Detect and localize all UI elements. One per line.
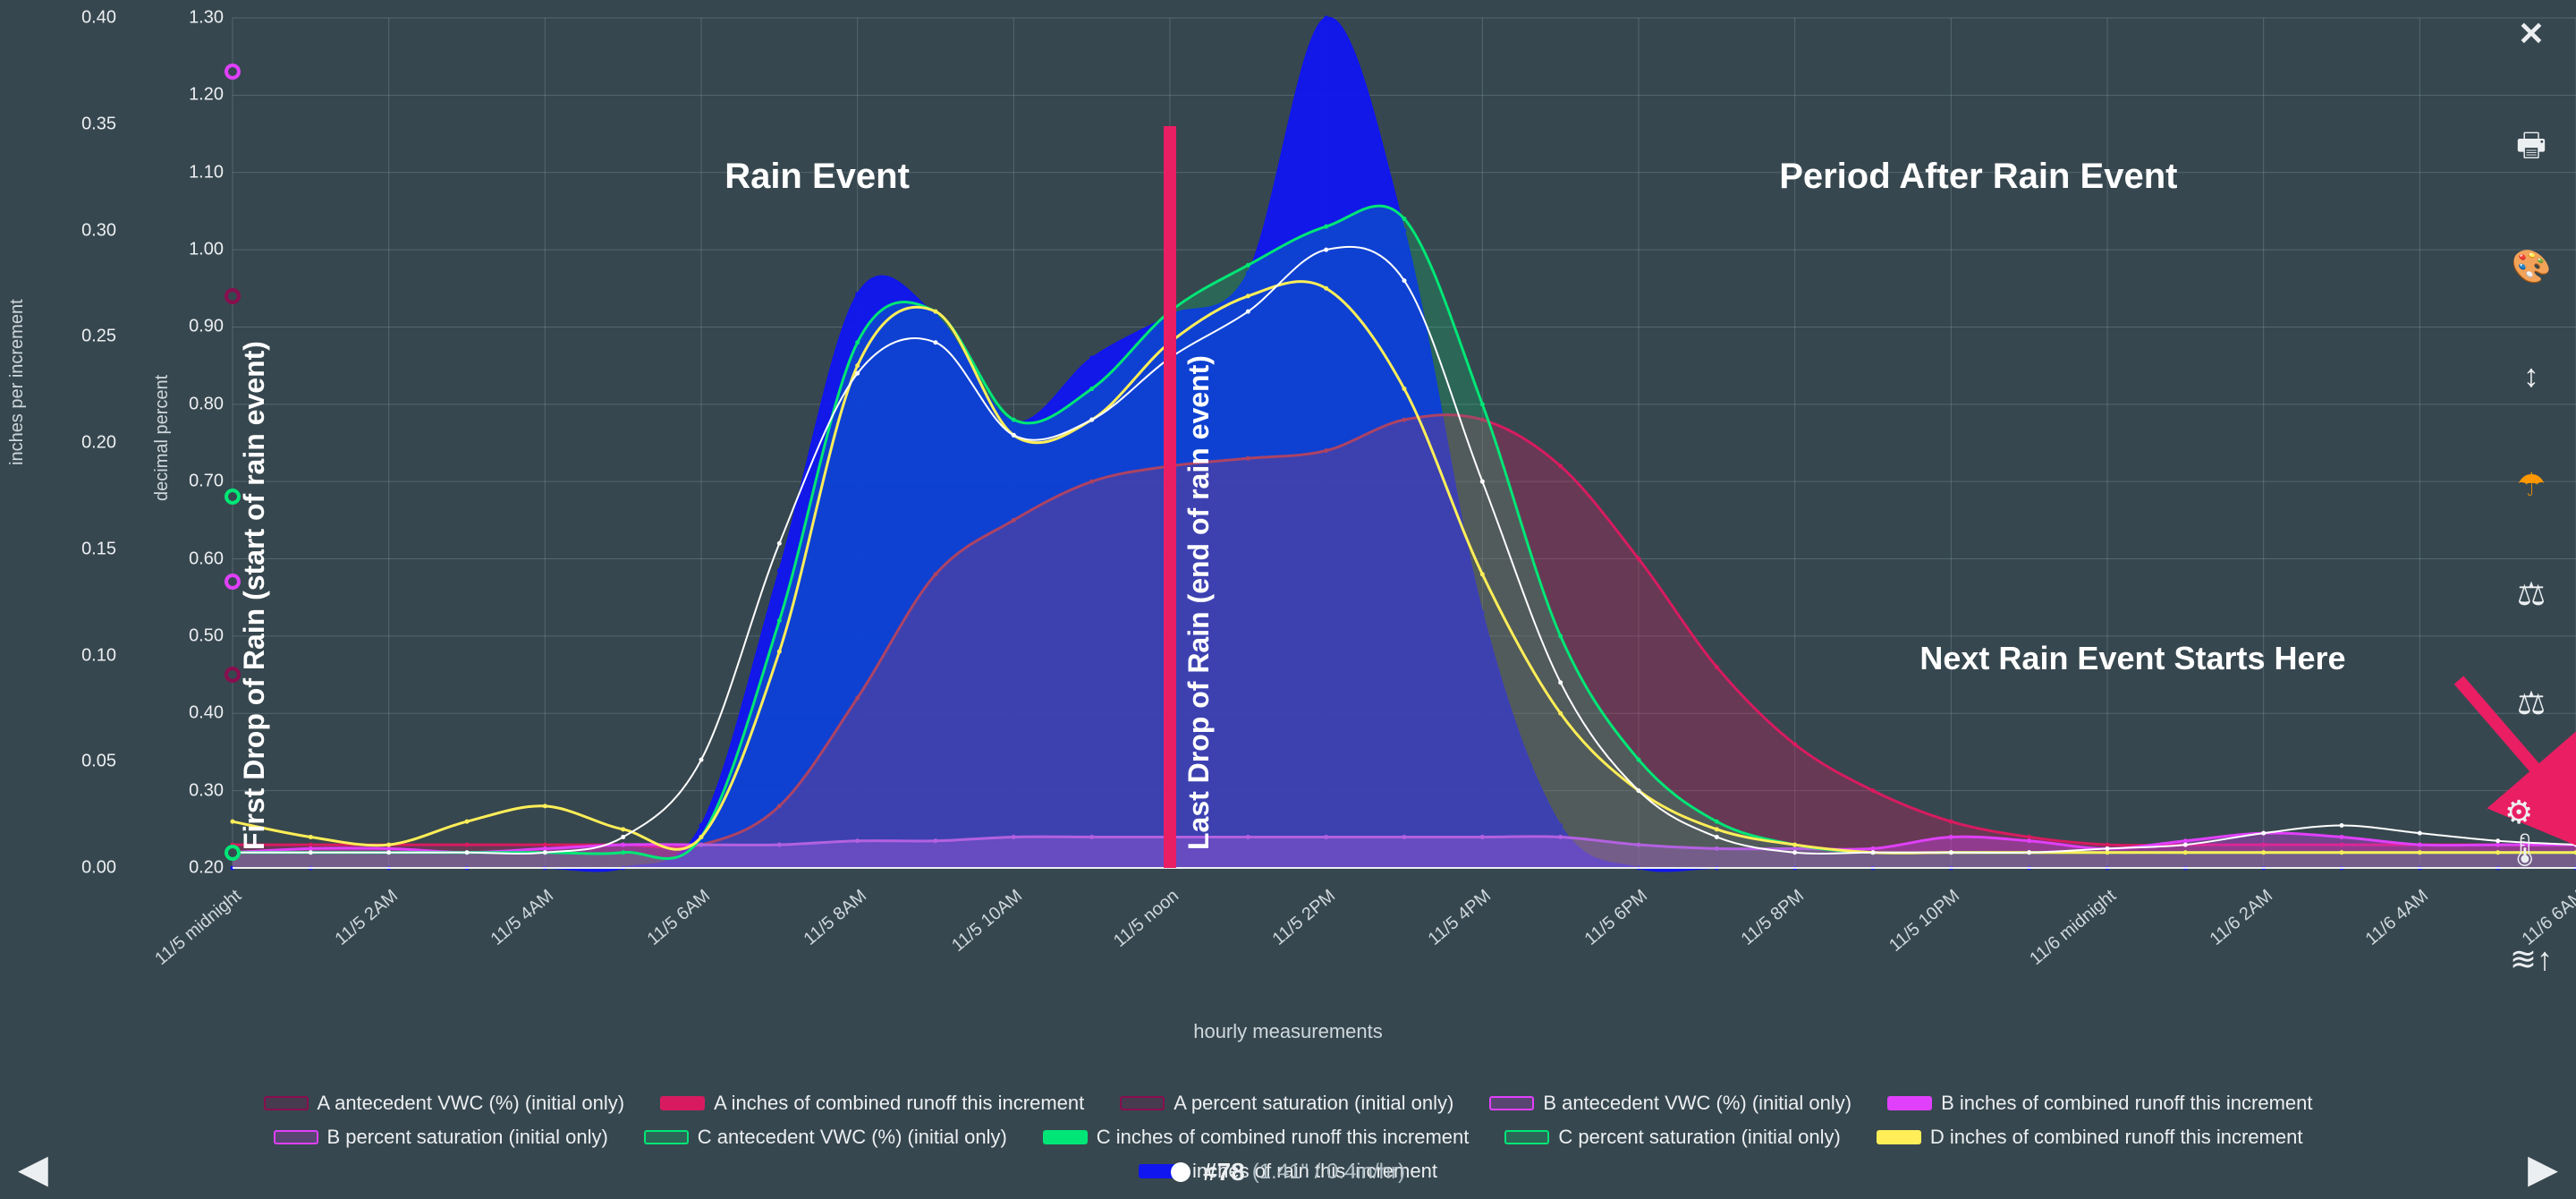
annotation-first-drop: First Drop of Rain (start of rain event) (238, 36, 271, 850)
legend-label: A inches of combined runoff this increme… (714, 1092, 1084, 1115)
end-rain-marker (1164, 126, 1176, 868)
legend-label: A antecedent VWC (%) (initial only) (318, 1092, 625, 1115)
x-axis-label: hourly measurements (0, 1020, 2576, 1043)
plot-svg (0, 0, 2576, 904)
legend-label: A percent saturation (initial only) (1174, 1092, 1453, 1115)
legend-swatch-icon (644, 1130, 689, 1144)
footer-id: #78 (1203, 1158, 1245, 1186)
settings-button[interactable]: ⚙🌡 (2504, 794, 2558, 869)
balance2-button[interactable]: ⚖ (2517, 685, 2546, 722)
prev-button[interactable]: ◀ (18, 1146, 48, 1192)
next-button[interactable]: ▶ (2528, 1146, 2558, 1192)
print-button[interactable]: 🖶 (2516, 122, 2546, 176)
footer-dot-icon (1171, 1162, 1191, 1182)
palette-button[interactable]: 🎨 (2512, 248, 2552, 285)
annotation-next-event: Next Rain Event Starts Here (1919, 640, 2345, 677)
legend-item-a_sat[interactable]: A percent saturation (initial only) (1120, 1092, 1453, 1115)
legend-item-a_runoff[interactable]: A inches of combined runoff this increme… (660, 1092, 1084, 1115)
umbrella-button[interactable]: ☂ (2517, 466, 2546, 504)
annotation-after-event: Period After Rain Event (1779, 157, 2177, 197)
legend-swatch-icon (1877, 1130, 1921, 1144)
annotation-last-drop: Last Drop of Rain (end of rain event) (1182, 36, 1216, 850)
resize-button[interactable]: ↕ (2523, 357, 2539, 395)
legend-swatch-icon (274, 1130, 318, 1144)
series-c_runoff-fill (233, 206, 2576, 868)
legend-swatch-icon (264, 1096, 309, 1110)
annotation-rain-event: Rain Event (724, 157, 910, 197)
footer: #78 (1.41" / 0.4in/hr) (0, 1145, 2576, 1199)
legend-label: B inches of combined runoff this increme… (1941, 1092, 2312, 1115)
legend-swatch-icon (1504, 1130, 1549, 1144)
legend-item-a_vwc[interactable]: A antecedent VWC (%) (initial only) (264, 1092, 625, 1115)
balance1-button[interactable]: ⚖ (2517, 575, 2546, 613)
legend-swatch-icon (1043, 1130, 1088, 1144)
legend-swatch-icon (1120, 1096, 1165, 1110)
legend-label: B antecedent VWC (%) (initial only) (1543, 1092, 1852, 1115)
water-button[interactable]: ≋↑ (2510, 940, 2553, 978)
legend-item-b_vwc[interactable]: B antecedent VWC (%) (initial only) (1489, 1092, 1852, 1115)
footer-sub: (1.41" / 0.4in/hr) (1252, 1160, 1405, 1185)
tool-sidebar: ✕ 🖶 🎨 ↕ ☂ ⚖ ⚖ ⚙🌡 ≋↑ (2504, 18, 2558, 1199)
legend-swatch-icon (1887, 1096, 1932, 1110)
legend-swatch-icon (1489, 1096, 1534, 1110)
legend-item-b_runoff[interactable]: B inches of combined runoff this increme… (1887, 1092, 2312, 1115)
chart-area: inches per increment decimal percent 0.0… (0, 0, 2576, 1074)
close-button[interactable]: ✕ (2518, 18, 2545, 50)
legend-swatch-icon (660, 1096, 705, 1110)
